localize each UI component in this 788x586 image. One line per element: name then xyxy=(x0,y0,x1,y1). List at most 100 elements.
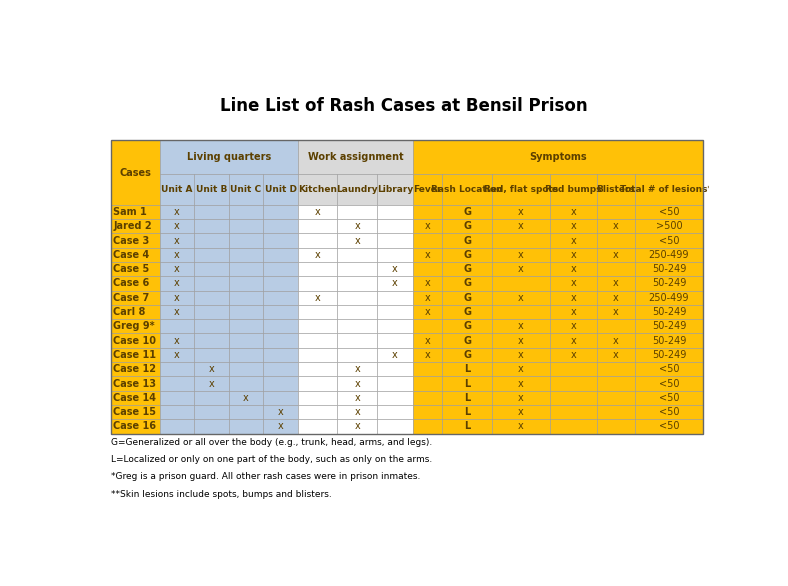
Bar xyxy=(377,291,413,305)
Bar xyxy=(194,205,229,219)
Bar xyxy=(194,333,229,347)
Text: x: x xyxy=(355,236,360,246)
Text: G: G xyxy=(463,278,471,288)
Bar xyxy=(337,347,377,362)
Bar xyxy=(160,419,194,434)
Bar xyxy=(160,205,194,219)
Bar xyxy=(160,391,194,405)
Bar xyxy=(377,362,413,376)
Text: 50-249: 50-249 xyxy=(652,278,686,288)
Text: L: L xyxy=(464,379,470,389)
Bar xyxy=(194,391,229,405)
Bar xyxy=(298,140,413,174)
Bar xyxy=(110,276,160,291)
Bar xyxy=(229,219,263,233)
Text: Living quarters: Living quarters xyxy=(187,152,271,162)
Bar xyxy=(229,347,263,362)
Text: x: x xyxy=(425,222,430,231)
Bar xyxy=(298,391,337,405)
Bar xyxy=(110,291,160,305)
Bar xyxy=(492,262,550,276)
Text: Fever: Fever xyxy=(413,185,441,194)
Bar xyxy=(413,405,442,419)
Text: x: x xyxy=(355,407,360,417)
Text: Kitchen: Kitchen xyxy=(298,185,337,194)
Bar xyxy=(160,347,194,362)
Text: x: x xyxy=(425,336,430,346)
Bar xyxy=(442,305,492,319)
Text: Red bumps: Red bumps xyxy=(545,185,601,194)
Bar xyxy=(229,262,263,276)
Text: x: x xyxy=(571,250,576,260)
Bar xyxy=(550,376,597,391)
Bar xyxy=(492,291,550,305)
Bar xyxy=(263,376,298,391)
Bar xyxy=(194,376,229,391)
Text: x: x xyxy=(571,207,576,217)
Bar xyxy=(550,347,597,362)
Bar xyxy=(110,305,160,319)
Bar xyxy=(263,276,298,291)
Text: <50: <50 xyxy=(659,207,679,217)
Bar xyxy=(442,233,492,248)
Bar xyxy=(229,233,263,248)
Bar xyxy=(550,391,597,405)
Text: x: x xyxy=(355,222,360,231)
Text: Cases: Cases xyxy=(119,168,151,178)
Bar xyxy=(110,391,160,405)
Bar xyxy=(442,405,492,419)
Bar xyxy=(550,319,597,333)
Bar xyxy=(337,362,377,376)
Bar xyxy=(229,305,263,319)
Bar xyxy=(110,262,160,276)
Bar xyxy=(550,305,597,319)
Bar xyxy=(492,248,550,262)
Bar xyxy=(550,174,597,205)
Bar xyxy=(110,219,160,233)
Bar xyxy=(597,376,634,391)
Text: <50: <50 xyxy=(659,379,679,389)
Bar xyxy=(160,219,194,233)
Text: x: x xyxy=(425,278,430,288)
Bar xyxy=(110,248,160,262)
Text: Line List of Rash Cases at Bensil Prison: Line List of Rash Cases at Bensil Prison xyxy=(220,97,588,115)
Bar xyxy=(194,347,229,362)
Bar xyxy=(194,305,229,319)
Text: x: x xyxy=(209,379,214,389)
Bar xyxy=(377,276,413,291)
Bar xyxy=(597,419,634,434)
Text: 50-249: 50-249 xyxy=(652,307,686,317)
Bar xyxy=(442,333,492,347)
Bar xyxy=(298,248,337,262)
Bar xyxy=(597,233,634,248)
Bar xyxy=(377,219,413,233)
Bar xyxy=(413,333,442,347)
Text: Carl 8: Carl 8 xyxy=(113,307,146,317)
Bar xyxy=(413,140,703,174)
Bar xyxy=(337,219,377,233)
Bar xyxy=(442,391,492,405)
Bar xyxy=(492,305,550,319)
Bar xyxy=(263,347,298,362)
Text: <50: <50 xyxy=(659,393,679,403)
Bar xyxy=(634,174,703,205)
Text: x: x xyxy=(571,236,576,246)
Bar xyxy=(442,419,492,434)
Bar xyxy=(194,319,229,333)
Bar xyxy=(337,205,377,219)
Bar xyxy=(337,405,377,419)
Bar xyxy=(337,276,377,291)
Bar xyxy=(377,405,413,419)
Text: G: G xyxy=(463,350,471,360)
Bar xyxy=(634,305,703,319)
Text: x: x xyxy=(613,250,619,260)
Bar xyxy=(597,174,634,205)
Text: x: x xyxy=(425,250,430,260)
Text: x: x xyxy=(174,350,180,360)
Bar xyxy=(413,248,442,262)
Bar xyxy=(634,248,703,262)
Text: x: x xyxy=(519,264,524,274)
Bar xyxy=(160,376,194,391)
Bar xyxy=(298,376,337,391)
Bar xyxy=(110,140,160,205)
